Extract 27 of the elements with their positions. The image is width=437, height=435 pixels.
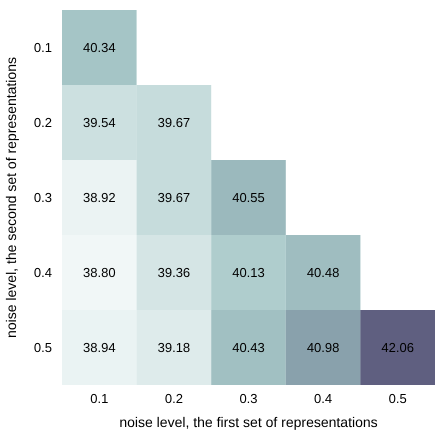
data-label: 42.06 xyxy=(381,340,414,356)
y-tick-label: 0.5 xyxy=(34,340,52,356)
data-label: 40.48 xyxy=(306,265,340,280)
y-tick-label: 0.3 xyxy=(34,190,52,206)
data-label: 40.34 xyxy=(83,40,116,56)
y-tick-label: 0.2 xyxy=(34,115,52,130)
x-tick-label: 0.1 xyxy=(90,391,108,406)
data-label: 40.13 xyxy=(232,265,265,280)
data-label: 40.98 xyxy=(306,340,340,356)
data-label: 40.43 xyxy=(232,340,265,356)
data-label: 39.36 xyxy=(158,265,190,280)
data-label: 38.94 xyxy=(83,340,116,356)
x-tick-label: 0.2 xyxy=(164,391,183,406)
data-label: 39.54 xyxy=(83,115,116,130)
x-axis-title: noise level, the first set of representations xyxy=(119,414,378,430)
data-label: 38.92 xyxy=(83,190,116,206)
x-tick-label: 0.3 xyxy=(239,391,258,406)
data-label: 39.18 xyxy=(158,340,190,356)
data-label: 40.55 xyxy=(232,190,265,206)
x-tick-label: 0.4 xyxy=(314,391,332,406)
x-tick-label: 0.5 xyxy=(388,391,407,406)
data-label: 39.67 xyxy=(158,115,190,130)
y-tick-label: 0.1 xyxy=(34,40,52,56)
data-label: 38.80 xyxy=(83,265,116,280)
y-axis-title: noise level, the second set of representations xyxy=(3,57,19,338)
y-tick-label: 0.4 xyxy=(34,265,52,280)
data-label: 39.67 xyxy=(158,190,190,206)
